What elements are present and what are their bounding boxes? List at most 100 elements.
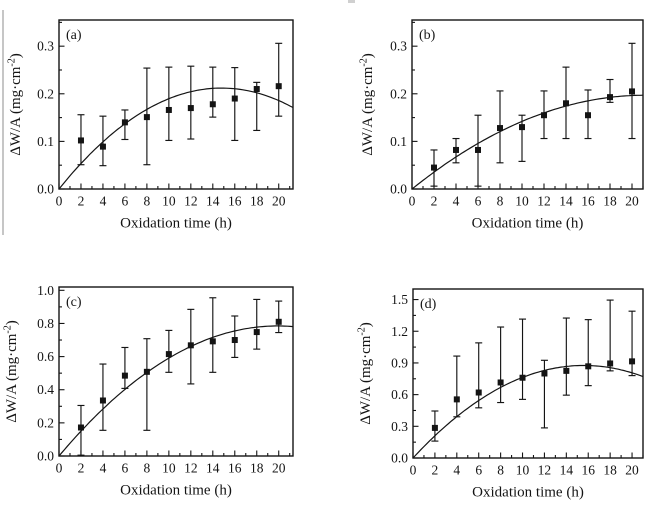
- data-point: [563, 367, 570, 374]
- x-tick-label: 20: [625, 463, 639, 478]
- x-tick-label: 12: [184, 461, 198, 476]
- data-point: [99, 143, 106, 150]
- y-axis-title: ΔW/A (mg·cm-2): [3, 320, 21, 423]
- y-tick-label: 0.0: [391, 451, 408, 466]
- data-point: [77, 424, 84, 431]
- data-point: [541, 112, 547, 119]
- x-tick-label: 4: [453, 463, 460, 478]
- x-axis-title: Oxidation time (h): [120, 216, 232, 232]
- x-tick-label: 0: [56, 194, 63, 209]
- data-point: [165, 351, 172, 358]
- data-point: [607, 94, 613, 101]
- x-tick-label: 4: [100, 194, 107, 209]
- y-tick-label: 0.2: [37, 415, 54, 430]
- data-point: [519, 124, 525, 131]
- data-point: [629, 88, 635, 95]
- y-tick-label: 0.1: [37, 134, 54, 149]
- data-point: [121, 372, 128, 379]
- y-tick-label: 1.2: [391, 324, 408, 339]
- y-axis: 0.0 0.3 0.6 0.9 1.2 1.5: [391, 292, 419, 466]
- x-tick-label: 6: [122, 461, 129, 476]
- x-tick-label: 14: [206, 461, 220, 476]
- x-tick-label: 18: [603, 194, 617, 209]
- data-point: [275, 83, 282, 90]
- x-tick-label: 2: [78, 461, 85, 476]
- x-tick-label: 18: [603, 463, 617, 478]
- x-tick-label: 14: [206, 194, 220, 209]
- x-tick-label: 6: [122, 194, 129, 209]
- x-axis: 0 2 4 6 8 10 12 14 16 18 20: [409, 183, 644, 209]
- data-series: [77, 42, 283, 167]
- x-tick-label: 10: [516, 463, 530, 478]
- x-tick-label: 10: [515, 194, 529, 209]
- data-point: [275, 318, 282, 325]
- y-tick-label: 0.0: [390, 182, 407, 197]
- data-point: [253, 86, 260, 93]
- data-point: [563, 100, 569, 107]
- x-tick-label: 16: [228, 461, 242, 476]
- data-point: [209, 338, 216, 345]
- x-axis: 0 2 4 6 8 10 12 14 16 18 20: [410, 452, 644, 478]
- y-tick-label: 1.0: [37, 283, 54, 298]
- data-point: [519, 374, 526, 381]
- y-tick-label: 0.3: [37, 39, 54, 54]
- x-tick-label: 8: [497, 463, 504, 478]
- panel-c-chart: 0 2 4 6 8 10 12 14 16 18 20 0.0 0.2 0.4 0.6 0.8 1.0 (c) Ox…: [3, 283, 294, 499]
- x-tick-label: 8: [144, 461, 151, 476]
- x-tick-label: 4: [453, 194, 460, 209]
- y-tick-label: 0.8: [37, 316, 54, 331]
- y-tick-label: 0.6: [37, 349, 54, 364]
- x-tick-label: 0: [409, 194, 416, 209]
- x-tick-label: 12: [184, 194, 198, 209]
- data-point: [585, 112, 591, 119]
- data-point: [541, 370, 548, 377]
- data-series: [430, 42, 636, 187]
- y-axis-title: ΔW/A (mg·cm-2): [359, 53, 377, 156]
- data-point: [143, 114, 150, 121]
- data-point: [253, 329, 260, 336]
- data-point: [121, 119, 128, 126]
- panel-b-chart: 0 2 4 6 8 10 12 14 16 18 20 0.0 0.1 0.2 0.3 (b) Oxidatio…: [359, 19, 644, 232]
- x-tick-label: 18: [250, 194, 264, 209]
- data-point: [497, 379, 504, 386]
- x-tick-label: 16: [581, 463, 595, 478]
- fit-curve: [412, 364, 644, 459]
- y-axis: 0.0 0.2 0.4 0.6 0.8 1.0: [37, 283, 65, 464]
- x-tick-label: 4: [100, 461, 107, 476]
- y-tick-label: 0.0: [37, 449, 54, 464]
- panel-d-chart: 0 2 4 6 8 10 12 14 16 18 20 0.0 0.3 0.6 0.9 1.2 1.5 (d) Ox…: [357, 288, 644, 501]
- fit-curve: [58, 87, 294, 190]
- data-point: [629, 358, 636, 365]
- data-point: [99, 397, 106, 404]
- y-tick-label: 0.3: [390, 39, 407, 54]
- x-tick-label: 18: [250, 461, 264, 476]
- data-point: [187, 105, 194, 112]
- y-tick-label: 0.2: [390, 86, 407, 101]
- x-tick-label: 14: [560, 463, 574, 478]
- x-tick-label: 6: [475, 194, 482, 209]
- x-tick-label: 14: [559, 194, 573, 209]
- fit-curve: [58, 325, 294, 457]
- y-tick-label: 0.6: [391, 387, 408, 402]
- panel-b: 0 2 4 6 8 10 12 14 16 18 20 0.0 0.1 0.2 0.3 (b) Oxidatio…: [335, 0, 669, 253]
- x-axis-title: Oxidation time (h): [472, 216, 584, 232]
- data-point: [585, 363, 592, 370]
- x-tick-label: 0: [56, 461, 63, 476]
- x-tick-label: 2: [431, 194, 438, 209]
- x-tick-label: 16: [581, 194, 595, 209]
- data-point: [431, 164, 437, 171]
- data-series: [431, 299, 636, 442]
- panel-label: (b): [419, 28, 436, 43]
- y-tick-label: 0.3: [391, 419, 408, 434]
- y-axis-title: ΔW/A (mg·cm-2): [357, 322, 375, 425]
- x-axis: 0 2 4 6 8 10 12 14 16 18 20: [56, 183, 291, 209]
- x-tick-label: 2: [432, 463, 439, 478]
- x-tick-label: 20: [272, 194, 286, 209]
- x-tick-label: 20: [625, 194, 639, 209]
- y-tick-label: 0.4: [37, 382, 54, 397]
- fit-curve: [411, 94, 644, 190]
- x-tick-label: 8: [497, 194, 504, 209]
- x-tick-label: 0: [410, 463, 417, 478]
- data-point: [475, 146, 481, 153]
- data-point: [165, 106, 172, 113]
